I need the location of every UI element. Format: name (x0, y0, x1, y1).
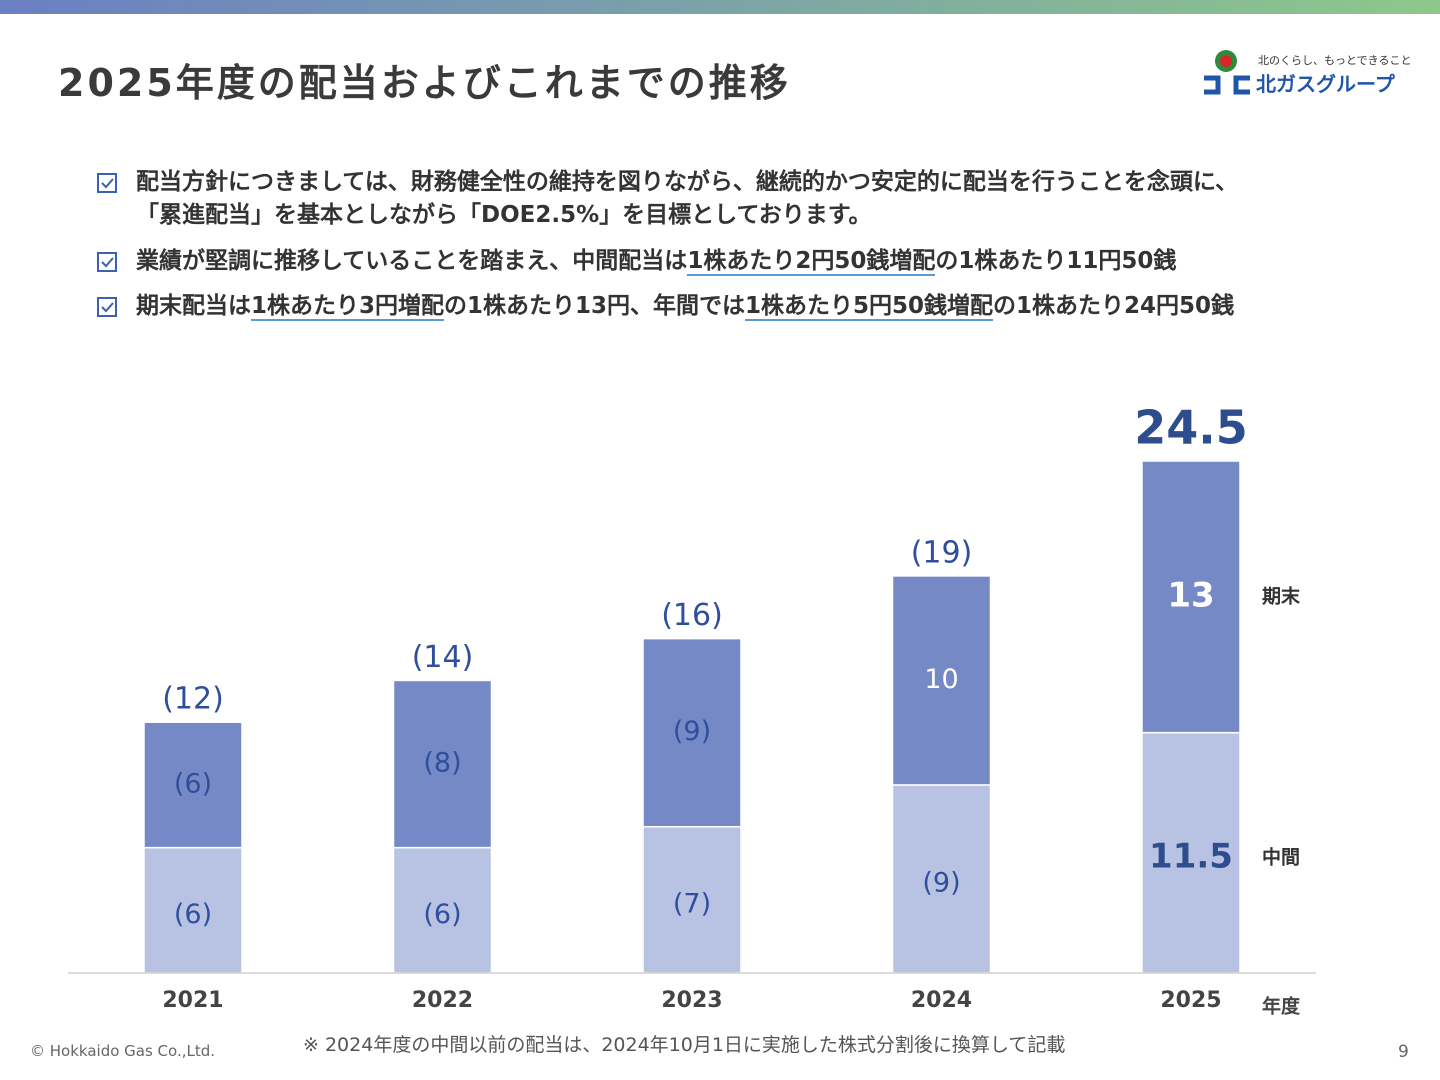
bullet: 業績が堅調に推移していることを踏まえ、中間配当は1株あたり2円50銭増配の1株あ… (96, 245, 1176, 278)
bar-segment (1141, 731, 1241, 974)
value-label: (9) (922, 867, 960, 898)
value-label: (6) (423, 899, 461, 930)
bar-segment (143, 846, 243, 974)
value-label: 11.5 (1149, 836, 1233, 876)
bar-segment (392, 679, 493, 849)
logo-name: 北ガスグループ (1256, 72, 1395, 96)
logo-icon (1204, 50, 1250, 95)
value-label: (7) (673, 888, 711, 919)
x-tick-label: 2022 (412, 988, 473, 1013)
bullet: 配当方針につきましては、財務健全性の維持を図りながら、継続的かつ安定的に配当を行… (96, 166, 1238, 232)
bullet-segment: 1株あたり5円50銭増配 (745, 293, 994, 321)
x-tick-label: 2023 (661, 988, 722, 1013)
bullet-text: 業績が堅調に推移していることを踏まえ、中間配当は1株あたり2円50銭増配の1株あ… (136, 245, 1176, 278)
total-label: (14) (412, 640, 474, 675)
bullet-segment: 「累進配当」を基本としながら「DOE2.5%」を目標としております。 (136, 202, 872, 228)
bullet-segment: の1株あたり24円50銭 (993, 293, 1235, 319)
x-tick-label: 2021 (162, 988, 223, 1013)
bar-segment (642, 825, 742, 974)
series-name: 期末 (1262, 584, 1301, 607)
footnote: ※ 2024年度の中間以前の配当は、2024年10月1日に実施した株式分割後に換… (303, 1034, 1066, 1056)
bullet-line: 配当方針につきましては、財務健全性の維持を図りながら、継続的かつ安定的に配当を行… (136, 166, 1238, 199)
value-label: (9) (673, 716, 711, 747)
bullet-segment: の1株あたり11円50銭 (935, 248, 1177, 274)
bullet-line: 業績が堅調に推移していることを踏まえ、中間配当は1株あたり2円50銭増配の1株あ… (136, 245, 1176, 278)
x-axis-label: 年度 (1262, 995, 1301, 1018)
bar-segment (1141, 460, 1241, 734)
value-label: (6) (174, 768, 212, 799)
bullet-segment: 業績が堅調に推移していることを踏まえ、中間配当は (136, 248, 688, 274)
logo-tagline: 北のくらし、もっとできること (1258, 54, 1412, 67)
bullet: 期末配当は1株あたり3円増配の1株あたり13円、年間では1株あたり5円50銭増配… (96, 290, 1234, 323)
value-label: 13 (1167, 575, 1214, 615)
bullet-text: 期末配当は1株あたり3円増配の1株あたり13円、年間では1株あたり5円50銭増配… (136, 290, 1234, 323)
total-label: 24.5 (1134, 401, 1248, 455)
bar-segment (143, 721, 243, 849)
checkbox-icon (97, 252, 117, 272)
bullet-text: 配当方針につきましては、財務健全性の維持を図りながら、継続的かつ安定的に配当を行… (136, 166, 1238, 232)
total-label: (12) (162, 682, 224, 717)
total-label: (19) (911, 535, 973, 570)
bar-segment (891, 575, 992, 786)
series-name: 中間 (1262, 845, 1300, 868)
copyright: © Hokkaido Gas Co.,Ltd. (30, 1042, 216, 1060)
bar-segment (642, 637, 742, 828)
value-label: (8) (423, 748, 461, 779)
bullet-segment: 期末配当は (136, 293, 251, 319)
x-tick-label: 2024 (911, 988, 972, 1013)
bullet-line: 期末配当は1株あたり3円増配の1株あたり13円、年間では1株あたり5円50銭増配… (136, 290, 1234, 323)
title: 2025年度の配当およびこれまでの推移 (58, 61, 791, 105)
page-number: 9 (1398, 1042, 1409, 1062)
bullet-segment: 配当方針につきましては、財務健全性の維持を図りながら、継続的かつ安定的に配当を行… (136, 169, 1239, 195)
bullet-line: 「累進配当」を基本としながら「DOE2.5%」を目標としております。 (136, 199, 1238, 232)
checkbox-icon (97, 297, 117, 317)
total-label: (16) (661, 598, 723, 633)
value-label: 10 (924, 664, 958, 695)
top-band (0, 0, 1440, 14)
bullet-segment: の1株あたり13円、年間では (444, 293, 746, 319)
bullet-segment: 1株あたり3円増配 (251, 293, 445, 321)
bullet-segment: 1株あたり2円50銭増配 (687, 248, 936, 276)
x-tick-label: 2025 (1160, 988, 1221, 1013)
checkbox-icon (97, 173, 117, 193)
bar-segment (891, 784, 992, 974)
value-label: (6) (174, 899, 212, 930)
